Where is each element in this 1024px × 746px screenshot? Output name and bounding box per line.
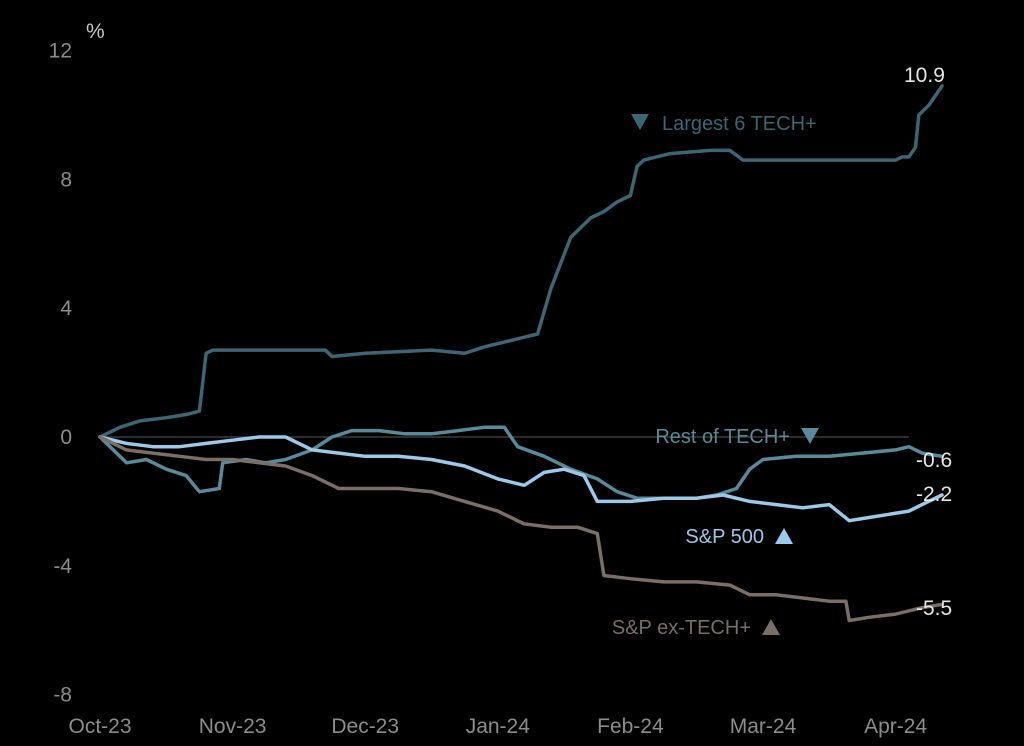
legend: Largest 6 TECH+ Rest of TECH+ S&P 500 S&P e… [612,113,819,639]
triangle-down-icon [631,114,649,130]
series-line-s-p-500 [98,435,944,523]
y-axis-unit-label: % [86,20,105,43]
y-tick-label: -4 [53,555,72,578]
x-tick-label: Oct-23 [68,715,131,738]
y-tick-label: -8 [53,684,72,707]
end-value-label: -5.5 [916,597,952,620]
series-lines [98,84,944,623]
y-tick-label: 4 [60,297,72,320]
series-line-s-p-ex-tech- [98,435,944,623]
series-line-largest-6-tech- [98,84,944,439]
x-tick-label: Nov-23 [199,715,267,738]
x-tick-label: Dec-23 [331,715,399,738]
x-axis: Oct-23 Nov-23 Dec-23 Jan-24 Feb-24 Mar-24 Apr-… [68,715,927,738]
y-tick-label: 0 [60,426,72,449]
end-value-label: -2.2 [916,483,952,506]
legend-label: Rest of TECH+ [655,426,790,448]
x-tick-label: Feb-24 [597,715,664,738]
series-line-rest-of-tech- [98,425,944,500]
x-tick-label: Jan-24 [466,715,531,738]
x-tick-label: Mar-24 [730,715,797,738]
legend-label: S&P ex-TECH+ [612,617,751,639]
x-tick-label: Apr-24 [864,715,927,738]
y-tick-label: 8 [60,168,72,191]
end-value-label: -0.6 [916,449,952,472]
y-axis: 12 8 4 0 -4 -8% [49,20,909,707]
triangle-up-icon [775,528,793,544]
y-tick-label: 12 [49,40,72,63]
end-value-label: 10.9 [904,64,945,87]
legend-label: S&P 500 [685,526,764,548]
triangle-down-icon [801,428,819,444]
triangle-up-icon [762,619,780,635]
end-labels: 10.9 -0.6 -2.2 -5.5 [904,64,952,620]
legend-label: Largest 6 TECH+ [662,113,817,135]
